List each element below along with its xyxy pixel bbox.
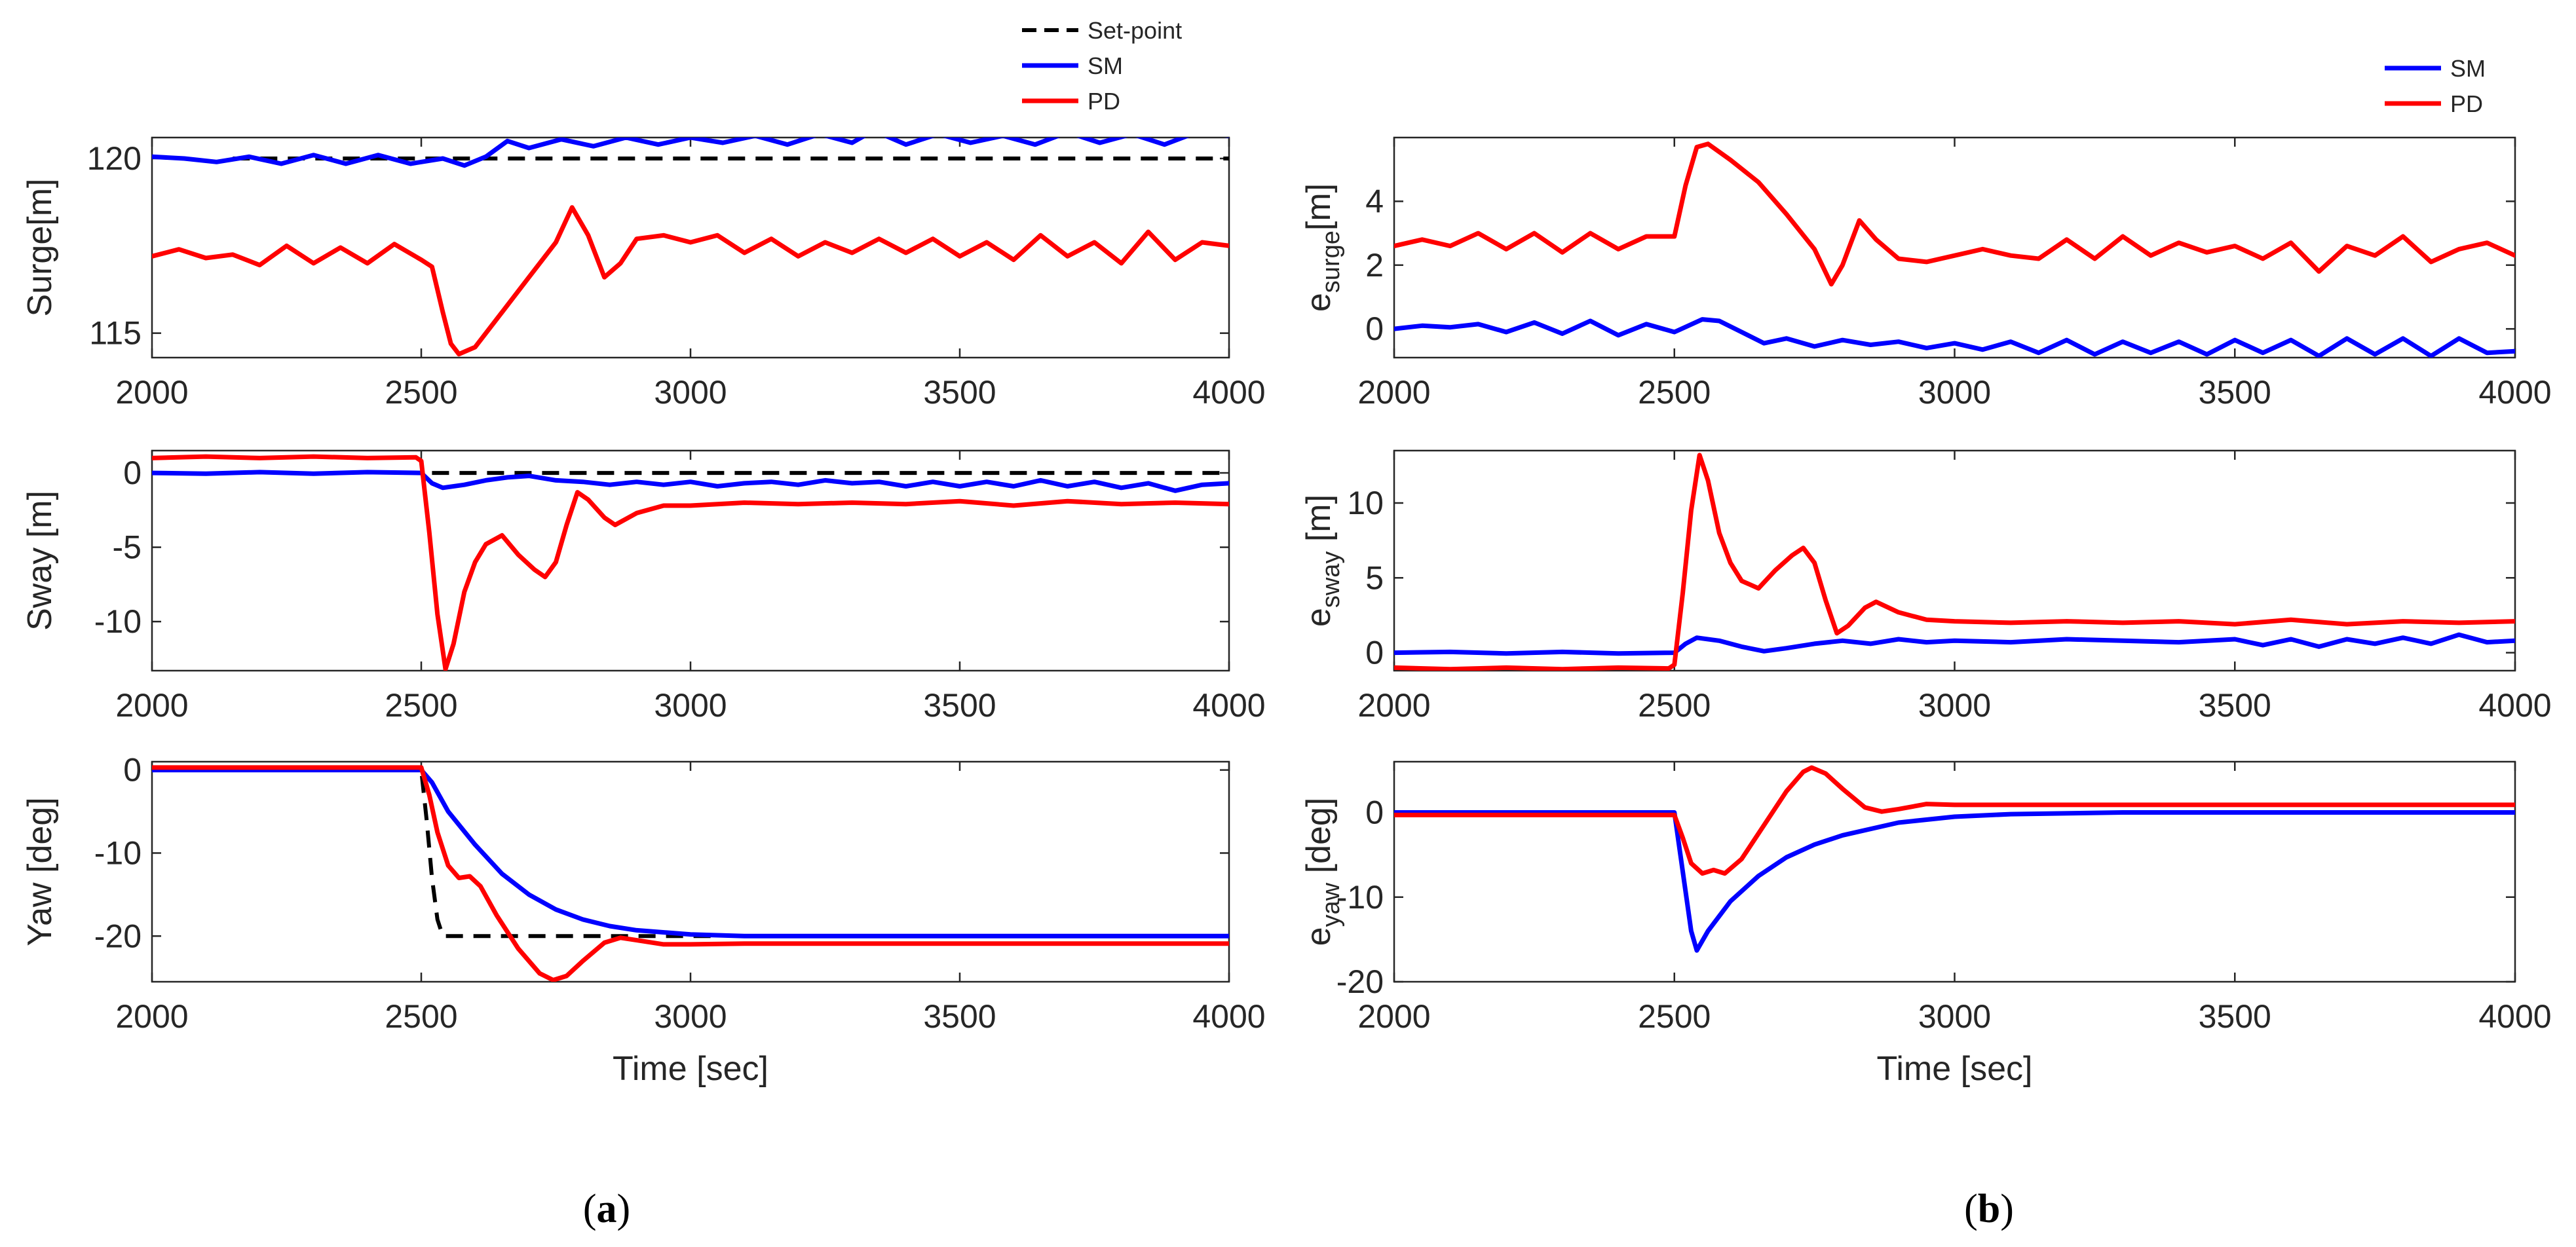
- y-axis-label: eyaw [deg]: [1300, 798, 1345, 946]
- x-tick-label: 3500: [2199, 687, 2271, 724]
- y-axis-label: esurge[m]: [1300, 183, 1345, 312]
- series-line-sm: [1394, 317, 2515, 358]
- y-axis-label: Surge[m]: [21, 179, 59, 317]
- y-tick-label: 2: [1365, 247, 1384, 284]
- x-tick-label: 2500: [385, 374, 457, 411]
- series-line-sm: [1394, 810, 2515, 953]
- x-tick-label: 3500: [923, 998, 996, 1035]
- series-line-pd: [152, 454, 1229, 671]
- legend-label-setpoint: Set-point: [1088, 17, 1182, 44]
- series-line-pd: [152, 205, 1229, 357]
- y-tick-label: 0: [123, 752, 142, 789]
- x-tick-label: 4000: [1192, 374, 1265, 411]
- series-group: [1394, 141, 2515, 358]
- x-tick-label: 2000: [1357, 998, 1430, 1035]
- legend-label-sm: SM: [2450, 55, 2486, 82]
- legend-label-sm: SM: [1088, 52, 1123, 79]
- caption-a: (a): [583, 1187, 630, 1231]
- y-tick-label: -20: [94, 918, 142, 954]
- legend-a: Set-point SM PD: [1022, 17, 1182, 115]
- y-tick-label: -10: [94, 834, 142, 871]
- y-tick-label: 120: [87, 140, 142, 177]
- x-tick-label: 2500: [1638, 687, 1711, 724]
- x-tick-label: 2000: [115, 374, 188, 411]
- x-tick-label: 3500: [923, 374, 996, 411]
- series-line-pd: [1394, 141, 2515, 287]
- y-axis-label: Sway [m]: [21, 491, 59, 631]
- x-tick-label: 2000: [115, 998, 188, 1035]
- x-axis-label: Time [sec]: [613, 1050, 768, 1088]
- y-tick-label: 115: [89, 315, 142, 352]
- x-tick-label: 3000: [1918, 374, 1991, 411]
- caption-b: (b): [1964, 1187, 2014, 1231]
- chart-a-sway: 2000 2500 3000 3500 4000 -10 -5 0 Sway [m]: [21, 449, 1266, 724]
- x-tick-label: 3000: [654, 374, 727, 411]
- x-axis-label: Time [sec]: [1877, 1050, 2033, 1088]
- chart-a-surge: 2000 2500 3000 3500 4000 115 120 Surge[m]: [21, 136, 1266, 411]
- y-tick-label: -20: [1336, 963, 1384, 1000]
- y-tick-label: 0: [1365, 635, 1384, 671]
- series-group: [1394, 453, 2515, 671]
- x-tick-label: 4000: [1192, 998, 1265, 1035]
- legend-label-pd: PD: [2450, 90, 2483, 117]
- y-tick-label: 5: [1365, 559, 1384, 596]
- series-group: [152, 765, 1229, 982]
- chart-a-yaw: 2000 2500 3000 3500 4000 -20 -10 0 Yaw [deg] Time…: [21, 752, 1266, 1088]
- y-tick-label: 0: [123, 455, 142, 491]
- x-tick-label: 4000: [2478, 687, 2551, 724]
- x-tick-label: 3000: [1918, 998, 1991, 1035]
- legend-label-pd: PD: [1088, 88, 1120, 115]
- x-tick-label: 4000: [2478, 374, 2551, 411]
- x-tick-label: 3000: [654, 687, 727, 724]
- series-line-sm: [152, 768, 1229, 939]
- legend-b: SM PD: [2385, 55, 2486, 117]
- series-line-sm: [152, 138, 1229, 168]
- y-axis-label: esway [m]: [1300, 494, 1345, 627]
- chart-b-eyaw: 2000 2500 3000 3500 4000 -20 -10 0 eyaw [deg] Tim…: [1300, 760, 2552, 1088]
- x-tick-label: 3000: [1918, 687, 1991, 724]
- x-tick-label: 3500: [923, 687, 996, 724]
- y-tick-label: -10: [1336, 879, 1384, 916]
- x-tick-label: 3000: [654, 998, 727, 1035]
- x-tick-label: 3500: [2199, 998, 2271, 1035]
- series-group: [152, 454, 1229, 671]
- x-tick-label: 4000: [1192, 687, 1265, 724]
- x-tick-label: 2500: [1638, 998, 1711, 1035]
- y-tick-label: 10: [1347, 485, 1384, 521]
- x-tick-label: 3500: [2199, 374, 2271, 411]
- series-group: [1394, 765, 2515, 953]
- x-tick-label: 2000: [1357, 687, 1430, 724]
- chart-b-esurge: 2000 2500 3000 3500 4000 0 2 4 esurge[m]: [1300, 136, 2552, 411]
- legends: Set-point SM PD SM PD: [1022, 17, 2486, 117]
- x-tick-label: 2500: [385, 998, 457, 1035]
- series-line-pd: [1394, 765, 2515, 876]
- y-axis-label: Yaw [deg]: [21, 797, 59, 946]
- x-tick-label: 2000: [115, 687, 188, 724]
- y-tick-label: 0: [1365, 794, 1384, 831]
- y-tick-label: 4: [1365, 183, 1384, 219]
- series-group: [152, 138, 1229, 357]
- y-tick-label: -5: [113, 529, 142, 566]
- x-tick-label: 2000: [1357, 374, 1430, 411]
- series-line-pd: [1394, 453, 2515, 671]
- x-tick-label: 2500: [385, 687, 457, 724]
- series-line-sm: [152, 470, 1229, 493]
- series-line-pd: [152, 765, 1229, 982]
- y-tick-label: 0: [1365, 310, 1384, 347]
- y-tick-label: -10: [94, 603, 142, 640]
- x-tick-label: 4000: [2478, 998, 2551, 1035]
- x-tick-label: 2500: [1638, 374, 1711, 411]
